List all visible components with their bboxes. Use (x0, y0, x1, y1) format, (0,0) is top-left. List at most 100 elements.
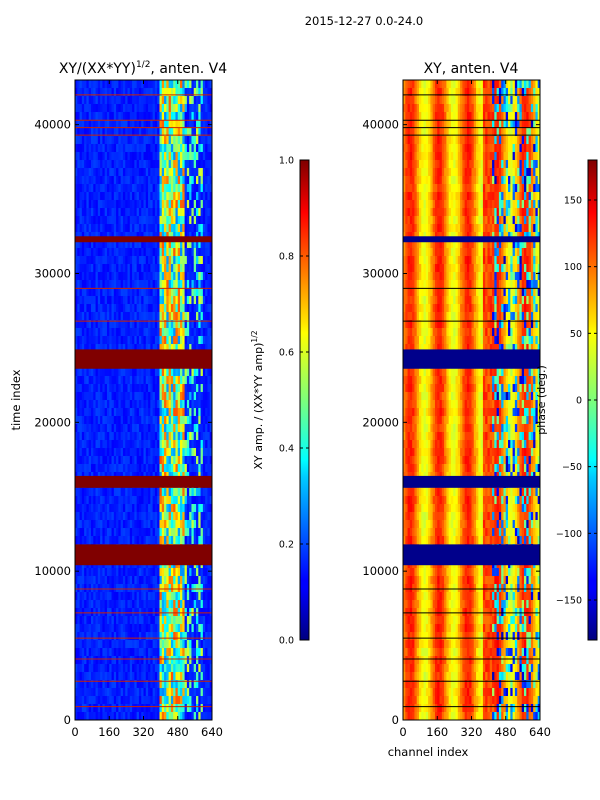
heatmap-cell (166, 224, 170, 233)
heatmap-cell (97, 616, 101, 625)
heatmap-cell (152, 680, 156, 689)
heatmap-cell (164, 504, 167, 513)
heatmap-cell (95, 528, 99, 537)
heatmap-cell (145, 640, 149, 649)
heatmap-cell (177, 672, 181, 681)
heatmap-cell (86, 520, 90, 529)
heatmap-cell (193, 320, 197, 329)
heatmap-cell (207, 704, 211, 713)
heatmap-cell (180, 424, 183, 433)
heatmap-cell (152, 296, 156, 305)
heatmap-cell (198, 136, 201, 145)
heatmap-cell (134, 232, 138, 241)
heatmap-cell (198, 376, 201, 385)
heatmap-cell (138, 376, 142, 385)
heatmap-cell (90, 640, 94, 649)
heatmap-cell (148, 616, 151, 625)
heatmap-cell (207, 280, 211, 289)
heatmap-cell (175, 368, 179, 377)
heatmap-cell (141, 368, 144, 377)
heatmap-cell (111, 400, 115, 409)
heatmap-cell (134, 640, 138, 649)
heatmap-cell (100, 448, 103, 457)
heatmap-cell (152, 104, 156, 113)
heatmap-cell (159, 376, 163, 385)
heatmap-cell (118, 592, 122, 601)
heatmap-cell (145, 304, 149, 313)
heatmap-cell (189, 608, 192, 617)
heatmap-cell (84, 272, 87, 281)
heatmap-cell (148, 672, 151, 681)
heatmap-cell (193, 456, 197, 465)
heatmap-cell (143, 248, 147, 257)
heatmap-cell (127, 672, 131, 681)
heatmap-cell (154, 96, 158, 105)
heatmap-cell (166, 568, 170, 577)
heatmap-cell (90, 400, 94, 409)
heatmap-cell (428, 80, 431, 89)
heatmap-cell (154, 344, 158, 353)
heatmap-cell (109, 696, 112, 705)
heatmap-cell (150, 464, 154, 473)
heatmap-cell (191, 512, 195, 521)
heatmap-cell (93, 264, 96, 273)
heatmap-cell (84, 280, 87, 289)
heatmap-cell (93, 176, 96, 185)
heatmap-cell (196, 296, 199, 305)
heatmap-cell (157, 712, 160, 720)
heatmap-cell (184, 240, 188, 249)
heatmap-cell (207, 696, 211, 705)
heatmap-cell (148, 368, 151, 377)
heatmap-cell (166, 616, 170, 625)
heatmap-cell (75, 240, 78, 249)
heatmap-cell (88, 672, 92, 681)
heatmap-cell (209, 656, 212, 665)
heatmap-cell (161, 576, 165, 585)
heatmap-cell (93, 320, 96, 329)
heatmap-cell (136, 336, 140, 345)
heatmap-cell (95, 584, 99, 593)
heatmap-cell (79, 576, 83, 585)
heatmap-cell (205, 272, 208, 281)
heatmap-cell (97, 536, 101, 545)
heatmap-cell (152, 280, 156, 289)
heatmap-cell (136, 112, 140, 121)
heatmap-cell (81, 320, 85, 329)
heatmap-cell (136, 392, 140, 401)
heatmap-cell (125, 152, 128, 161)
heatmap-cell (205, 136, 208, 145)
heatmap-cell (173, 176, 176, 185)
heatmap-cell (145, 496, 149, 505)
heatmap-cell (152, 608, 156, 617)
heatmap-cell (145, 672, 149, 681)
heatmap-cell (157, 696, 160, 705)
heatmap-cell (175, 152, 179, 161)
heatmap-cell (106, 672, 110, 681)
heatmap-cell (116, 664, 119, 673)
heatmap-cell (132, 456, 135, 465)
heatmap-cell (81, 336, 85, 345)
heatmap-cell (441, 88, 445, 97)
heatmap-cell (200, 248, 204, 257)
heatmap-cell (111, 512, 115, 521)
heatmap-cell (202, 664, 206, 673)
heatmap-cell (182, 112, 185, 121)
heatmap-cell (173, 104, 176, 113)
heatmap-cell (200, 272, 204, 281)
heatmap-cell (104, 640, 108, 649)
heatmap-cell (173, 600, 176, 609)
heatmap-cell (97, 608, 101, 617)
heatmap-cell (136, 432, 140, 441)
heatmap-cell (143, 80, 147, 89)
heatmap-cell (186, 592, 190, 601)
heatmap-cell (159, 576, 163, 585)
heatmap-cell (182, 240, 185, 249)
heatmap-cell (125, 96, 128, 105)
heatmap-cell (102, 608, 106, 617)
heatmap-cell (136, 528, 140, 537)
heatmap-cell (84, 80, 87, 89)
heatmap-cell (150, 384, 154, 393)
heatmap-cell (138, 424, 142, 433)
heatmap-cell (84, 576, 87, 585)
heatmap-cell (198, 696, 201, 705)
